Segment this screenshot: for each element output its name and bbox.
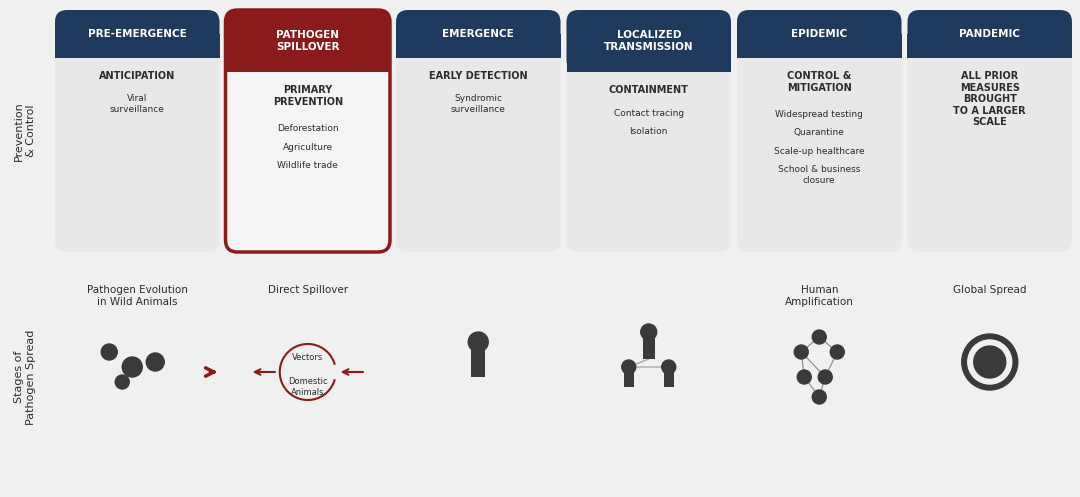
Text: Domestic
Animals: Domestic Animals	[288, 377, 327, 397]
Bar	[664, 368, 674, 387]
FancyBboxPatch shape	[226, 10, 390, 252]
Text: Pathogen Evolution
in Wild Animals: Pathogen Evolution in Wild Animals	[86, 285, 188, 308]
Circle shape	[812, 330, 826, 344]
Circle shape	[116, 375, 130, 389]
Text: CONTAINMENT: CONTAINMENT	[609, 85, 689, 95]
Text: Quarantine: Quarantine	[794, 129, 845, 138]
Text: Contact tracing: Contact tracing	[613, 108, 684, 117]
Circle shape	[831, 345, 845, 359]
Circle shape	[662, 360, 676, 374]
Bar	[567, 41, 731, 72]
FancyBboxPatch shape	[567, 10, 731, 252]
Text: EARLY DETECTION: EARLY DETECTION	[429, 71, 527, 81]
Bar	[907, 34, 1072, 58]
Circle shape	[102, 344, 118, 360]
FancyBboxPatch shape	[55, 10, 219, 252]
Text: CONTROL &
MITIGATION: CONTROL & MITIGATION	[787, 71, 852, 92]
Bar	[471, 344, 485, 377]
Text: ANTICIPATION: ANTICIPATION	[99, 71, 175, 81]
Circle shape	[812, 390, 826, 404]
Circle shape	[146, 353, 164, 371]
Circle shape	[640, 324, 657, 340]
Circle shape	[962, 334, 1017, 390]
FancyBboxPatch shape	[907, 10, 1072, 58]
Bar	[643, 334, 654, 359]
Text: Human
Amplification: Human Amplification	[785, 285, 853, 308]
Circle shape	[469, 332, 488, 352]
Circle shape	[794, 345, 808, 359]
Text: EMERGENCE: EMERGENCE	[443, 29, 514, 39]
FancyBboxPatch shape	[907, 10, 1072, 252]
Text: Prevention
& Control: Prevention & Control	[14, 101, 36, 161]
Text: Syndromic
surveillance: Syndromic surveillance	[450, 94, 505, 114]
FancyBboxPatch shape	[737, 10, 902, 252]
FancyBboxPatch shape	[396, 10, 561, 58]
FancyBboxPatch shape	[737, 10, 902, 58]
Bar	[737, 34, 902, 58]
Text: Viral
surveillance: Viral surveillance	[110, 94, 164, 114]
Text: PRE-EMERGENCE: PRE-EMERGENCE	[87, 29, 187, 39]
Text: School & business
closure: School & business closure	[778, 166, 861, 185]
Text: Wildlife trade: Wildlife trade	[278, 161, 338, 170]
Circle shape	[968, 340, 1012, 384]
Text: Isolation: Isolation	[630, 127, 667, 136]
Circle shape	[974, 346, 1005, 378]
Text: PATHOGEN
SPILLOVER: PATHOGEN SPILLOVER	[276, 30, 339, 52]
FancyBboxPatch shape	[567, 10, 731, 72]
Text: EPIDEMIC: EPIDEMIC	[792, 29, 848, 39]
FancyBboxPatch shape	[55, 10, 219, 58]
Circle shape	[622, 360, 636, 374]
Text: ALL PRIOR
MEASURES
BROUGHT
TO A LARGER
SCALE: ALL PRIOR MEASURES BROUGHT TO A LARGER S…	[954, 71, 1026, 127]
Text: Scale-up healthcare: Scale-up healthcare	[774, 147, 865, 156]
Text: Deforestation: Deforestation	[276, 124, 338, 133]
FancyBboxPatch shape	[226, 10, 390, 72]
Bar	[55, 34, 219, 58]
Circle shape	[122, 357, 143, 377]
Circle shape	[819, 370, 833, 384]
Text: Vectors: Vectors	[292, 352, 323, 361]
Text: Global Spread: Global Spread	[953, 285, 1026, 295]
FancyBboxPatch shape	[396, 10, 561, 252]
Circle shape	[797, 370, 811, 384]
Text: Stages of
Pathogen Spread: Stages of Pathogen Spread	[14, 330, 36, 425]
Text: Direct Spillover: Direct Spillover	[268, 285, 348, 295]
Text: PRIMARY
PREVENTION: PRIMARY PREVENTION	[272, 85, 342, 106]
Text: LOCALIZED
TRANSMISSION: LOCALIZED TRANSMISSION	[604, 30, 693, 52]
Bar	[226, 41, 390, 72]
Text: Agriculture: Agriculture	[283, 143, 333, 152]
Text: Widespread testing: Widespread testing	[775, 110, 863, 119]
Bar	[624, 368, 634, 387]
Bar	[396, 34, 561, 58]
Text: PANDEMIC: PANDEMIC	[959, 29, 1021, 39]
